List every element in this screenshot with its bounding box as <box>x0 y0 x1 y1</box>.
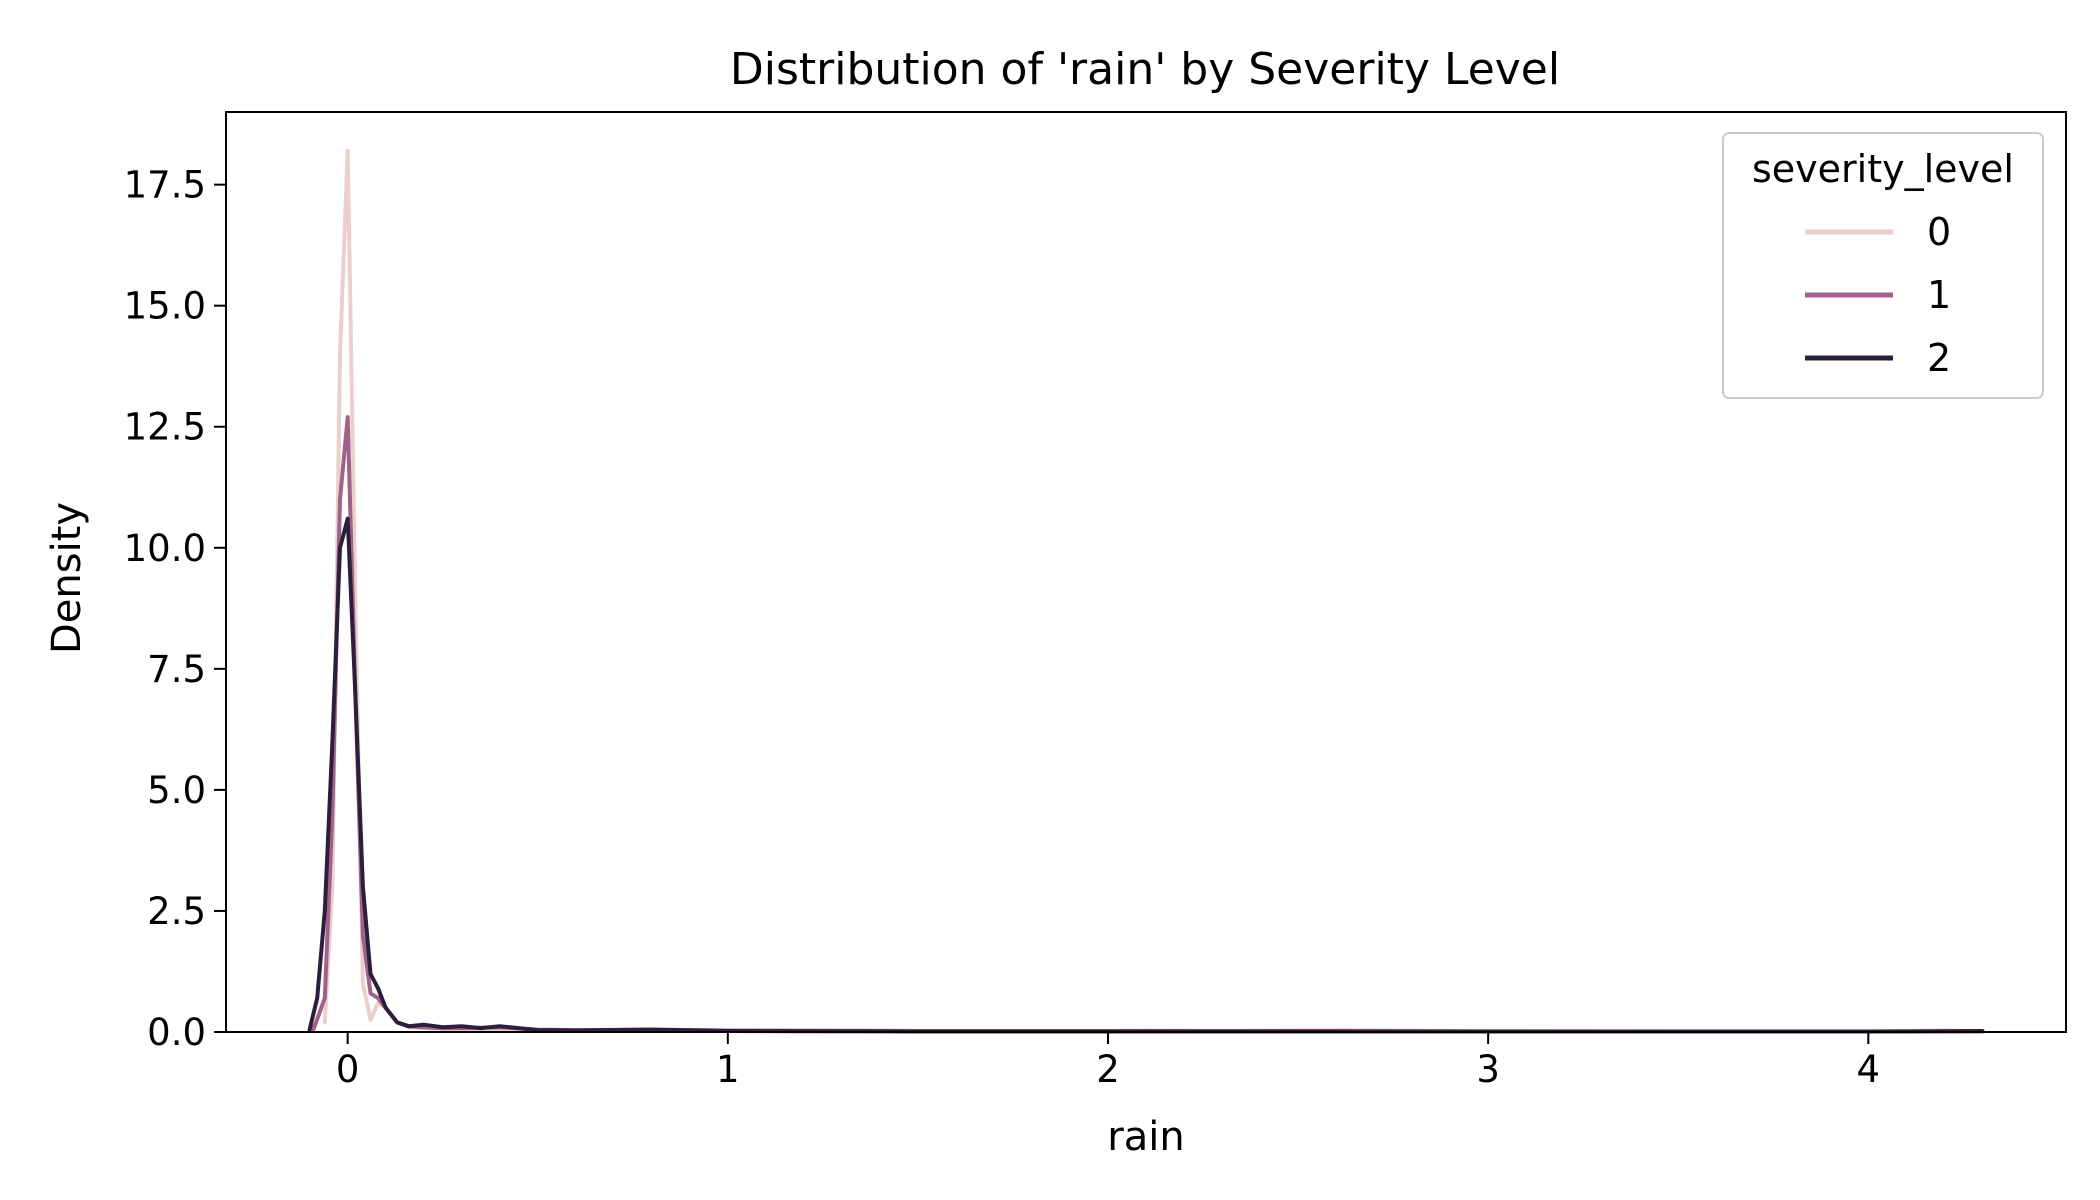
plot-frame <box>225 111 2067 1033</box>
x-axis-label: rain <box>1107 1114 1184 1160</box>
y-axis-ticks: 0.0 2.5 5.0 7.5 10.0 12.5 15.0 17.5 <box>124 164 226 1054</box>
legend-label-2: 2 <box>1927 336 1951 380</box>
x-tick-label: 0 <box>336 1048 360 1091</box>
legend-box <box>1722 132 2044 399</box>
y-tick-label: 10.0 <box>124 527 206 570</box>
y-tick-label: 12.5 <box>124 406 206 449</box>
x-tick-label: 3 <box>1476 1048 1500 1091</box>
y-tick-label: 5.0 <box>147 769 206 812</box>
x-tick-label: 1 <box>716 1048 740 1091</box>
legend-items: 0 1 2 <box>1805 210 1951 380</box>
legend-label-0: 0 <box>1927 210 1951 254</box>
x-tick-label: 2 <box>1096 1048 1120 1091</box>
x-axis-ticks: 0 1 2 3 4 <box>336 1032 1880 1091</box>
y-axis-label: Density <box>44 502 90 654</box>
legend-title: severity_level <box>1752 147 2014 191</box>
y-tick-label: 2.5 <box>147 890 206 933</box>
legend-label-1: 1 <box>1927 273 1951 317</box>
plot-area <box>225 111 2067 1034</box>
y-tick-label: 0.0 <box>147 1011 206 1054</box>
y-tick-label: 17.5 <box>124 164 206 207</box>
y-tick-label: 7.5 <box>147 648 206 691</box>
x-tick-label: 4 <box>1857 1048 1881 1091</box>
y-tick-label: 15.0 <box>124 285 206 328</box>
legend: severity_level 0 1 2 <box>1722 132 2044 399</box>
chart-title: Distribution of 'rain' by Severity Level <box>730 44 1560 95</box>
